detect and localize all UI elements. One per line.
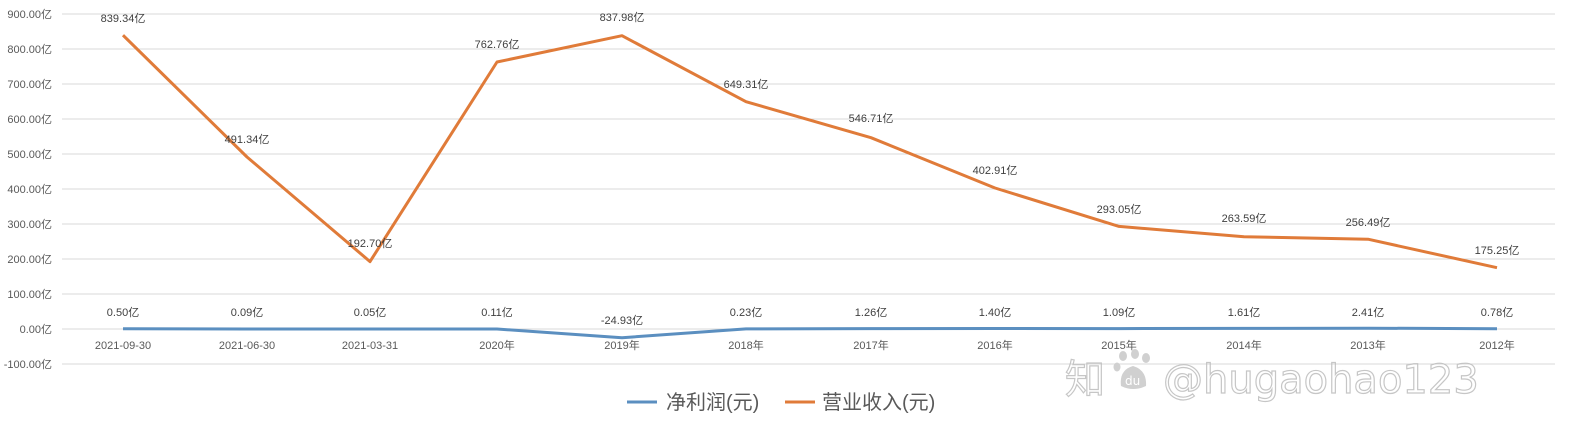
revenue-data-label: 402.91亿 <box>973 164 1018 177</box>
y-tick-label: 100.00亿 <box>7 288 52 301</box>
watermark-zhihu-text: 知 <box>1065 357 1105 403</box>
y-tick-label: 500.00亿 <box>7 148 52 161</box>
revenue-data-label: 546.71亿 <box>849 112 894 125</box>
net-profit-data-label: 1.61亿 <box>1228 306 1260 319</box>
x-axis-ticks: 2021-09-30 2021-06-30 2021-03-31 2020年 2019年… <box>95 338 1515 352</box>
legend: 净利润(元) 营业收入(元) <box>627 391 935 414</box>
x-tick-label: 2017年 <box>853 338 888 352</box>
net-profit-data-label: 0.11亿 <box>481 306 513 319</box>
y-tick-label: -100.00亿 <box>4 358 52 371</box>
net-profit-data-label: 0.05亿 <box>354 306 386 319</box>
net-profit-data-label: 1.40亿 <box>979 306 1011 319</box>
net-profit-data-label: -24.93亿 <box>601 314 643 327</box>
watermark-badge: du <box>1125 374 1140 388</box>
revenue-data-label: 762.76亿 <box>475 38 520 51</box>
y-tick-label: 700.00亿 <box>7 78 52 91</box>
x-tick-label: 2015年 <box>1101 338 1136 352</box>
revenue-data-label: 293.05亿 <box>1097 203 1142 216</box>
revenue-data-label: 837.98亿 <box>600 11 645 24</box>
y-tick-label: 200.00亿 <box>7 253 52 266</box>
legend-revenue-label: 营业收入(元) <box>822 391 935 414</box>
net-profit-data-label: 1.26亿 <box>855 306 887 319</box>
revenue-data-label: 175.25亿 <box>1475 244 1520 257</box>
x-tick-label: 2014年 <box>1226 338 1261 352</box>
series-lines <box>121 34 1498 340</box>
net-profit-data-label: 0.09亿 <box>231 306 263 319</box>
x-tick-label: 2021-03-31 <box>342 340 398 352</box>
net-profit-data-label: 1.09亿 <box>1103 306 1135 319</box>
x-tick-label: 2021-09-30 <box>95 340 151 352</box>
legend-item-net-profit[interactable]: 净利润(元) <box>627 391 759 414</box>
x-tick-label: 2013年 <box>1350 338 1385 352</box>
y-tick-label: 0.00亿 <box>20 323 52 336</box>
revenue-data-label: 839.34亿 <box>101 12 146 25</box>
net-profit-data-label: 0.78亿 <box>1481 306 1513 319</box>
revenue-data-label: 256.49亿 <box>1346 216 1391 229</box>
x-tick-label: 2019年 <box>604 338 639 352</box>
net-profit-data-label: 0.23亿 <box>730 306 762 319</box>
baidu-paw-icon: du <box>1113 349 1150 389</box>
legend-item-revenue[interactable]: 营业收入(元) <box>785 391 935 414</box>
watermark-handle: @hugaohao123 <box>1163 357 1479 403</box>
net-profit-data-label: 2.41亿 <box>1352 306 1384 319</box>
y-tick-label: 900.00亿 <box>7 8 52 21</box>
watermark: 知 du @hugaohao123 <box>1064 349 1479 404</box>
net-profit-line <box>122 326 1498 340</box>
y-tick-label: 800.00亿 <box>7 43 52 56</box>
y-tick-label: 400.00亿 <box>7 183 52 196</box>
y-tick-label: 600.00亿 <box>7 113 52 126</box>
y-tick-label: 300.00亿 <box>7 218 52 231</box>
legend-net-profit-label: 净利润(元) <box>666 391 759 414</box>
net-profit-data-label: 0.50亿 <box>107 306 139 319</box>
revenue-line <box>121 34 1498 270</box>
x-tick-label: 2021-06-30 <box>219 340 275 352</box>
x-tick-label: 2016年 <box>977 338 1012 352</box>
revenue-data-label: 192.70亿 <box>348 237 393 250</box>
y-axis-ticks: 900.00亿 800.00亿 700.00亿 600.00亿 500.00亿 400.0… <box>4 8 52 371</box>
x-tick-label: 2012年 <box>1479 338 1514 352</box>
x-tick-label: 2018年 <box>728 338 763 352</box>
revenue-data-label: 263.59亿 <box>1222 212 1267 225</box>
revenue-data-label: 649.31亿 <box>724 78 769 91</box>
data-labels: 0.50亿 0.09亿 0.05亿 0.11亿 -24.93亿 0.23亿 1.26亿 1.4… <box>101 11 1520 327</box>
revenue-data-label: 491.34亿 <box>225 133 270 146</box>
x-tick-label: 2020年 <box>479 338 514 352</box>
